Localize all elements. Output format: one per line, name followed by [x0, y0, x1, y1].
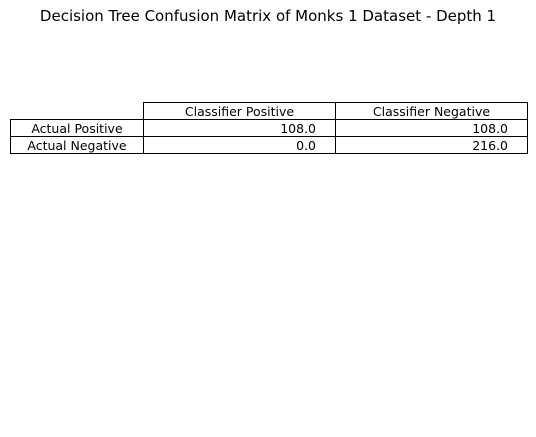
corner-cell	[11, 103, 144, 120]
confusion-matrix-table: Classifier Positive Classifier Negative …	[10, 102, 528, 154]
cell-actual-positive-classifier-positive: 108.0	[144, 120, 336, 137]
chart-title: Decision Tree Confusion Matrix of Monks …	[0, 6, 536, 26]
column-header-classifier-negative: Classifier Negative	[336, 103, 528, 120]
cell-actual-negative-classifier-negative: 216.0	[336, 137, 528, 154]
header-row: Classifier Positive Classifier Negative	[11, 103, 528, 120]
cell-actual-positive-classifier-negative: 108.0	[336, 120, 528, 137]
row-header-actual-negative: Actual Negative	[11, 137, 144, 154]
column-header-classifier-positive: Classifier Positive	[144, 103, 336, 120]
table-row: Actual Negative 0.0 216.0	[11, 137, 528, 154]
cell-actual-negative-classifier-positive: 0.0	[144, 137, 336, 154]
row-header-actual-positive: Actual Positive	[11, 120, 144, 137]
table-row: Actual Positive 108.0 108.0	[11, 120, 528, 137]
